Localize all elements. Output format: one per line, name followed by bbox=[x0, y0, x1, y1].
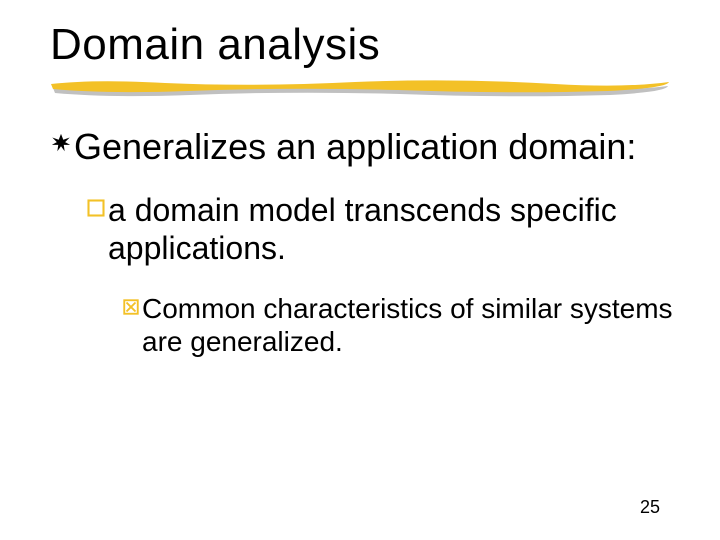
z-bullet-icon bbox=[50, 132, 72, 154]
bullet-level-1: Generalizes an application domain: bbox=[50, 126, 680, 168]
bullet-text: Generalizes an application domain: bbox=[74, 126, 636, 168]
slide-content: Generalizes an application domain: a dom… bbox=[50, 126, 680, 358]
slide-title: Domain analysis bbox=[50, 20, 680, 70]
square-bullet-icon bbox=[86, 198, 106, 218]
page-number: 25 bbox=[640, 497, 660, 518]
bullet-text: Common characteristics of similar system… bbox=[142, 292, 680, 358]
slide: Domain analysis Generalizes an applicati… bbox=[0, 0, 720, 540]
brush-underline-icon bbox=[50, 76, 670, 98]
bullet-level-2: a domain model transcends specific appli… bbox=[86, 192, 680, 268]
x-box-bullet-icon bbox=[122, 298, 140, 316]
title-underline bbox=[50, 76, 670, 98]
title-block: Domain analysis bbox=[50, 20, 680, 98]
bullet-level-3: Common characteristics of similar system… bbox=[122, 292, 680, 358]
bullet-text: a domain model transcends specific appli… bbox=[108, 192, 680, 268]
